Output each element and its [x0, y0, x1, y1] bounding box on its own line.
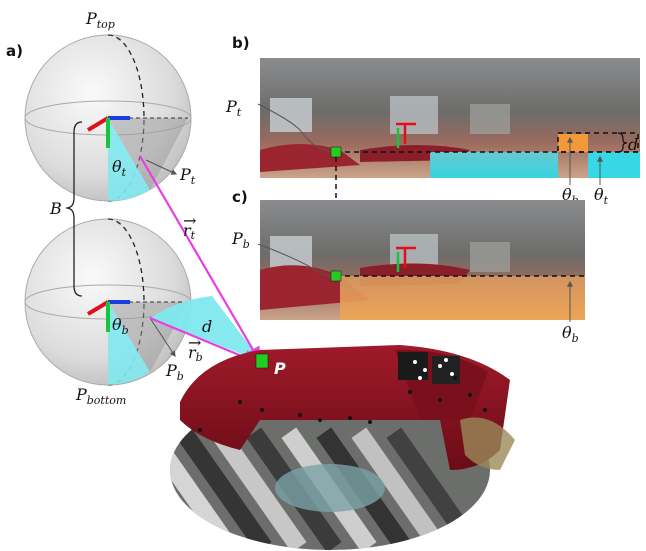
p-bottom-label: Pbottom: [75, 385, 126, 407]
vector-r-b: [149, 316, 259, 365]
sphere-bottom: [24, 218, 192, 386]
sphere-top: [24, 34, 192, 202]
panel-label-b: b): [232, 34, 250, 52]
theta-b-region: [108, 302, 150, 385]
panel-b-point: [330, 146, 342, 158]
panel-b-point-label: Pt: [225, 97, 242, 119]
panel-c-theta-b: θb: [562, 323, 579, 345]
panel-c-point-label: Pb: [231, 229, 250, 251]
point-p-marker: [255, 353, 269, 369]
baseline-label: B: [49, 199, 62, 218]
panorama-bottom: [260, 200, 585, 320]
baseline-brace: [65, 121, 83, 297]
panel-b-theta-t: θt: [594, 185, 609, 207]
vector-r-t-label: rt: [183, 221, 196, 242]
point-cloud-scene: [170, 345, 515, 550]
theta-t-label: θt: [112, 157, 127, 179]
panel-c-point: [330, 270, 342, 282]
p-b-label: Pb: [165, 361, 184, 383]
p-t-label: Pt: [179, 165, 196, 187]
panel-b-d-label: d: [628, 135, 638, 154]
panel-label-c: c): [232, 188, 248, 206]
point-p-label: P: [274, 359, 286, 378]
theta-t-region: [108, 118, 150, 202]
p-top-label: Ptop: [85, 9, 115, 31]
panorama-top: [260, 58, 640, 178]
theta-b-label: θb: [112, 315, 129, 337]
vector-r-b-label: rb: [188, 343, 203, 364]
vector-r-t-arrow: →: [183, 211, 196, 230]
panel-label-a: a): [6, 42, 23, 60]
disparity-wedge: [150, 296, 262, 362]
disparity-label: d: [202, 317, 212, 336]
vector-r-t: [139, 155, 261, 363]
vector-r-b-arrow: →: [188, 333, 201, 352]
